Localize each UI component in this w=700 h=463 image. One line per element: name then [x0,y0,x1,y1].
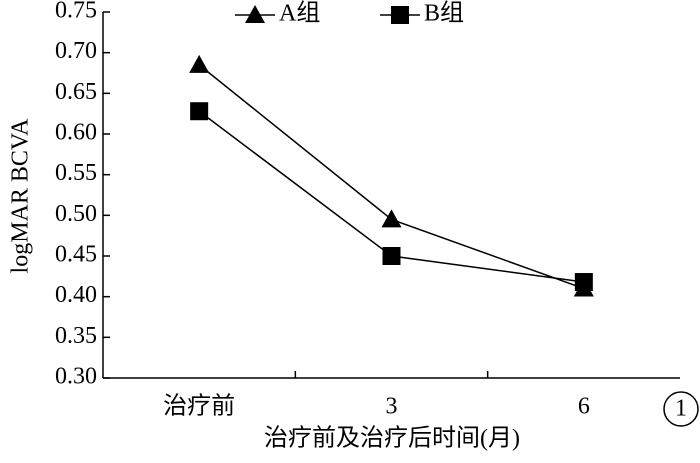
x-tick-label: 6 [578,394,590,420]
marker-square [190,102,209,121]
annotation: 1 [675,396,687,422]
y-tick-label: 0.70 [55,38,97,64]
y-tick-label: 0.65 [55,79,97,105]
y-tick-label: 0.50 [55,201,97,227]
marker-square [382,247,401,265]
y-tick-label: 0.35 [55,323,97,349]
y-tick-label: 0.75 [55,0,97,24]
y-axis-label: logMAR BCVA [8,118,34,274]
legend-label: A组 [279,0,320,27]
marker-square [574,273,593,292]
y-tick-label: 0.60 [55,120,97,146]
y-tick-label: 0.45 [55,242,97,268]
x-tick-label: 3 [386,394,398,420]
marker-square [391,6,409,24]
annotation-circle [663,391,699,427]
marker-triangle [189,54,210,73]
y-tick-label: 0.55 [55,160,97,186]
x-axis-label: 治疗前及治疗后时间(月) [264,425,520,452]
y-tick-label: 0.40 [55,282,97,308]
marker-triangle [381,209,402,228]
marker-triangle [245,5,265,23]
legend-label: B组 [424,0,464,27]
x-tick-label: 治疗前 [163,393,235,420]
y-tick-label: 0.30 [55,364,97,390]
